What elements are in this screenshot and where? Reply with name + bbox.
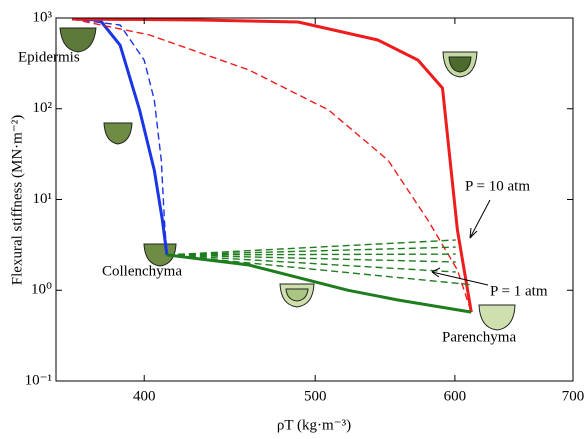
chart: ρT (kg·m⁻³) Flexural stiffness (MN·m⁻²) …: [0, 0, 588, 439]
y-axis-label: Flexural stiffness (MN·m⁻²): [9, 115, 25, 285]
tissue-icon: [479, 305, 515, 330]
arrow: [432, 272, 488, 285]
tissue-icon: [104, 123, 132, 144]
annotation: Parenchyma: [442, 329, 516, 345]
line: [167, 254, 456, 255]
y-tick-label: 10⁻¹: [25, 372, 52, 388]
x-tick-label: 700: [562, 388, 585, 404]
tissue-icon: [60, 28, 96, 52]
arrow-head: [470, 228, 477, 238]
line: [167, 240, 456, 255]
x-tick-label: 500: [304, 388, 327, 404]
annotation: Collenchyma: [102, 263, 182, 279]
y-tick-label: 10¹: [33, 191, 53, 207]
annotation: Epidermis: [18, 49, 80, 65]
arrow: [470, 200, 490, 238]
y-tick-label: 10³: [33, 9, 53, 25]
x-axis-label: ρT (kg·m⁻³): [277, 417, 351, 433]
y-tick-label: 10⁰: [31, 282, 52, 298]
annotation: P = 1 atm: [490, 283, 548, 299]
y-tick-label: 10²: [33, 100, 53, 116]
line: [167, 255, 471, 312]
annotation: P = 10 atm: [465, 178, 530, 194]
x-tick-label: 600: [444, 388, 467, 404]
x-tick-label: 400: [133, 388, 156, 404]
